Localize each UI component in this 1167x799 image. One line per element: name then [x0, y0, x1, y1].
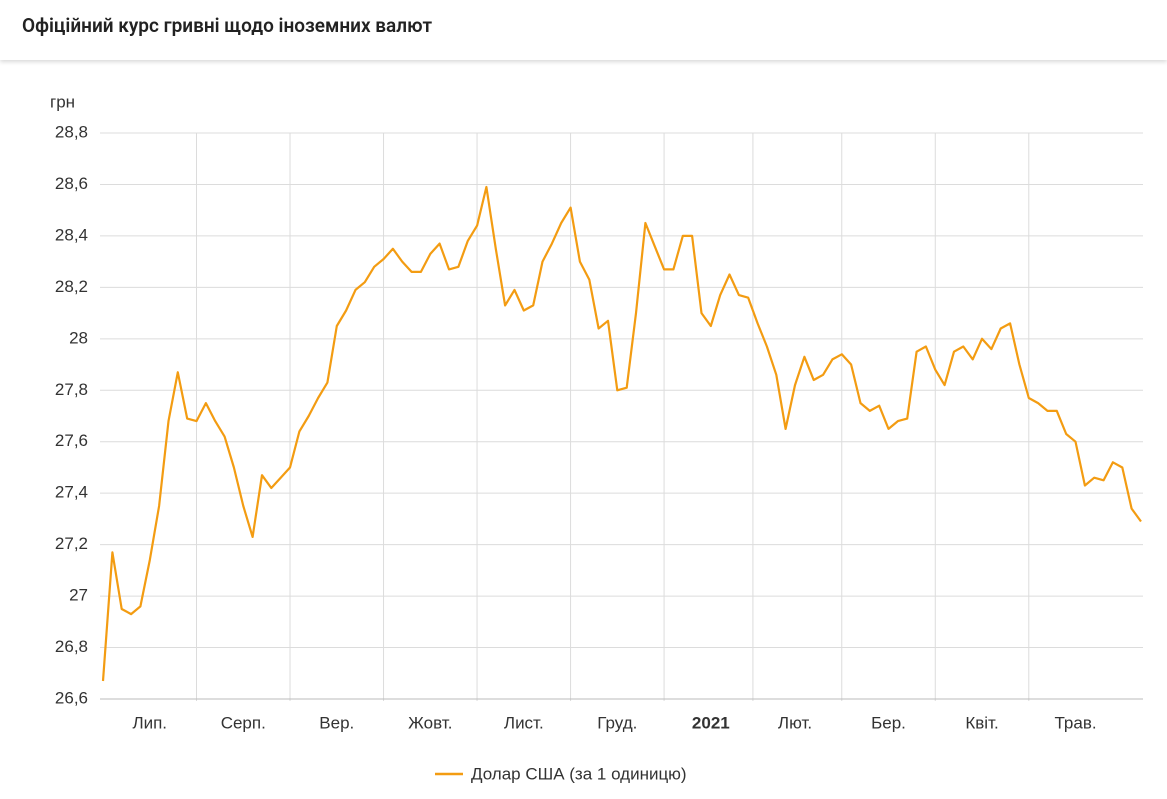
y-tick-label: 28,6	[55, 174, 88, 193]
legend-label: Долар США (за 1 одиницю)	[471, 764, 687, 783]
x-tick-label: Квіт.	[965, 713, 998, 732]
y-tick-label: 26,6	[55, 688, 88, 707]
x-tick-label: Трав.	[1054, 713, 1096, 732]
header-title: Офіційний курс гривні щодо іноземних вал…	[22, 14, 433, 37]
data-line	[101, 185, 1142, 682]
y-tick-label: 27,6	[55, 431, 88, 450]
x-tick-label: Вер.	[319, 713, 354, 732]
x-tick-label: 2021	[692, 713, 730, 732]
x-tick-label: Бер.	[871, 713, 906, 732]
y-axis-label: грн	[50, 92, 75, 111]
y-tick-label: 27,4	[55, 483, 88, 502]
y-tick-label: 27,8	[55, 380, 88, 399]
x-tick-label: Лист.	[504, 713, 544, 732]
y-tick-label: 28,2	[55, 277, 88, 296]
y-tick-label: 27	[69, 586, 88, 605]
y-tick-label: 27,2	[55, 534, 88, 553]
x-tick-label: Жовт.	[408, 713, 452, 732]
header: Офіційний курс гривні щодо іноземних вал…	[0, 0, 1167, 60]
y-tick-label: 28,4	[55, 225, 88, 244]
chart: грн 26,6 26,8 27 27,2 27,4 27,6 27,8 28 28,2 28,4 2…	[50, 92, 1143, 783]
y-tick-label: 28	[69, 328, 88, 347]
x-tick-label: Серп.	[221, 713, 266, 732]
x-tick-label: Лют.	[778, 713, 812, 732]
x-tick-label: Лип.	[132, 713, 167, 732]
y-tick-label: 28,8	[55, 122, 88, 141]
x-tick-label: Груд.	[597, 713, 637, 732]
y-tick-label: 26,8	[55, 637, 88, 656]
